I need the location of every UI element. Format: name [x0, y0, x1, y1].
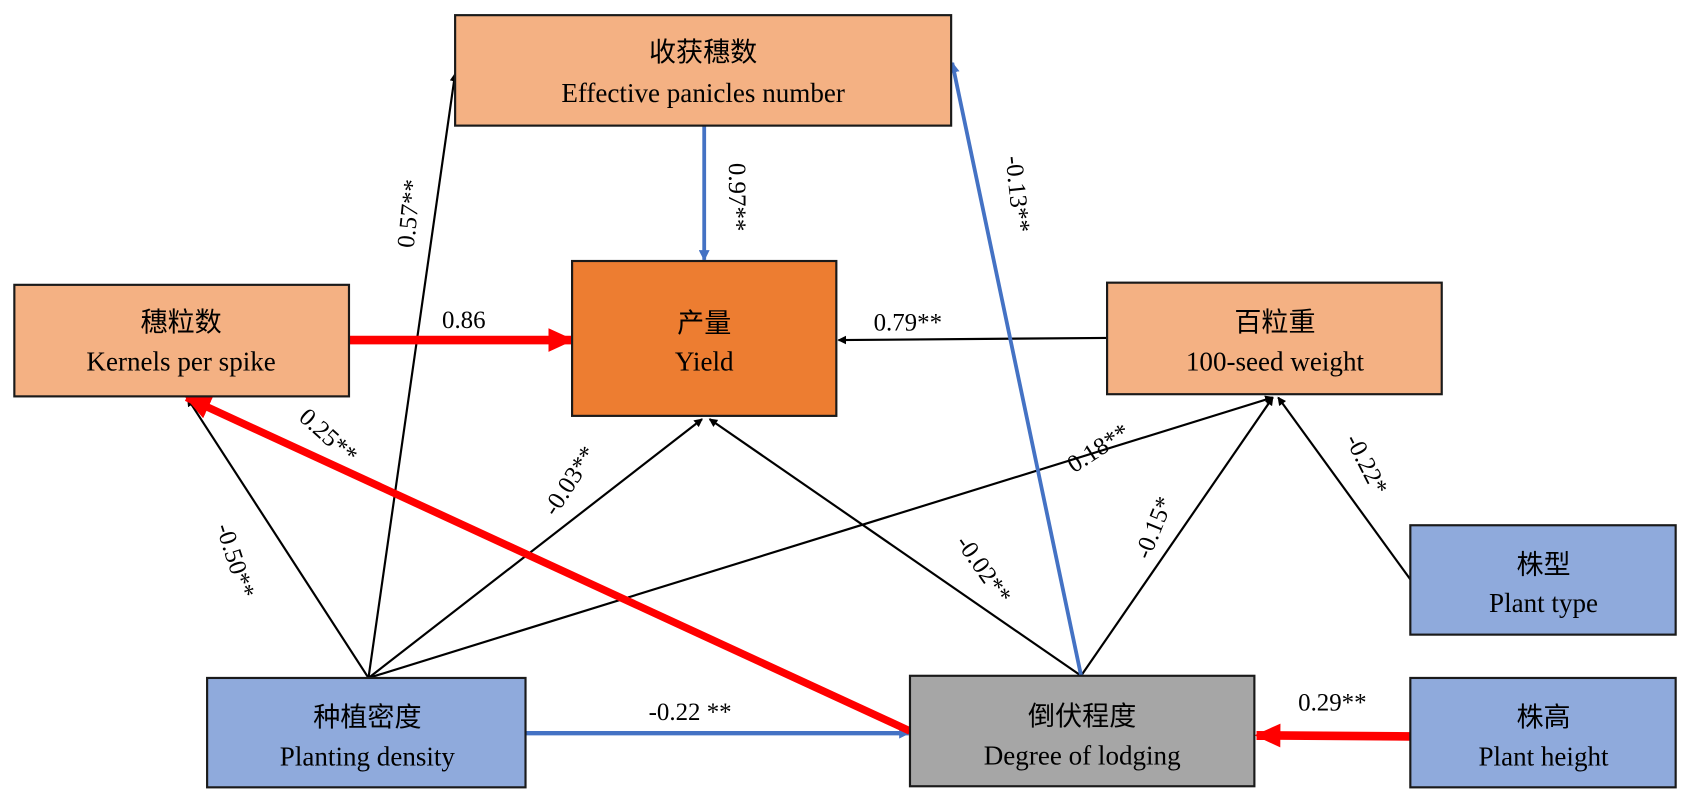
label-seed-weight-yield: 0.79** [874, 309, 942, 336]
node-label-zh: 百粒重 [1234, 307, 1315, 337]
node-label-zh: 产量 [677, 308, 731, 338]
node-label-en: Planting density [280, 742, 456, 772]
node-kernels: 穗粒数 Kernels per spike [13, 283, 351, 398]
node-yield: 产量 Yield [571, 259, 838, 417]
label-panicles-yield: 0.97** [723, 163, 750, 231]
node-lodging: 倒伏程度 Degree of lodging [908, 674, 1256, 788]
edge-plant-type-seed-weight [1277, 396, 1412, 581]
node-label-en: Plant type [1489, 588, 1598, 618]
label-density-lodging: -0.22 ** [649, 699, 732, 726]
edge-lodging-kernels [184, 394, 912, 735]
node-label-en: Kernels per spike [86, 346, 275, 376]
label-lodging-panicles: -0.13** [1000, 155, 1035, 234]
label-plant-height-lodging: 0.29** [1298, 689, 1366, 716]
edge-labels: 0.97** 0.86 0.79** 0.57** -0.50** -0.03*… [210, 155, 1393, 727]
node-seed-weight: 百粒重 100-seed weight [1106, 281, 1443, 396]
node-label-zh: 穗粒数 [141, 307, 222, 337]
label-density-panicles: 0.57** [393, 178, 427, 249]
node-label-zh: 株高 [1516, 703, 1570, 733]
node-label-zh: 种植密度 [313, 703, 421, 733]
label-plant-type-seed-weight: -0.22* [1339, 430, 1392, 500]
label-lodging-yield: -0.02** [950, 531, 1016, 609]
edges [184, 61, 1412, 748]
edge-lodging-seed-weight [1080, 396, 1274, 677]
node-label-zh: 收获穗数 [649, 38, 757, 68]
edge-seed-weight-yield [837, 335, 1108, 345]
node-label-en: Plant height [1479, 742, 1610, 772]
node-label-en: Effective panicles number [561, 78, 845, 108]
edge-density-seed-weight [368, 395, 1274, 679]
label-lodging-seed-weight: -0.15* [1130, 493, 1179, 563]
label-density-seed-weight: 0.18** [1063, 419, 1135, 479]
edge-density-panicles [367, 72, 459, 679]
label-density-yield: -0.03** [538, 442, 602, 521]
node-label-en: 100-seed weight [1186, 346, 1365, 376]
node-plant-height: 株高 Plant height [1409, 676, 1677, 789]
node-density: 种植密度 Planting density [206, 676, 527, 789]
label-density-kernels: -0.50** [210, 520, 259, 601]
edge-density-yield [367, 418, 703, 679]
node-label-en: Yield [675, 346, 734, 376]
edge-density-kernels [186, 397, 370, 679]
node-label-en: Degree of lodging [984, 741, 1181, 771]
node-label-zh: 倒伏程度 [1028, 702, 1136, 732]
label-kernels-yield: 0.86 [442, 307, 486, 334]
edge-lodging-panicles [948, 61, 1083, 677]
node-plant-type: 株型 Plant type [1409, 524, 1677, 636]
node-panicles: 收获穗数 Effective panicles number [454, 14, 953, 127]
edge-plant-height-lodging [1254, 723, 1411, 748]
edge-lodging-yield [708, 418, 1082, 677]
node-label-zh: 株型 [1516, 550, 1570, 580]
